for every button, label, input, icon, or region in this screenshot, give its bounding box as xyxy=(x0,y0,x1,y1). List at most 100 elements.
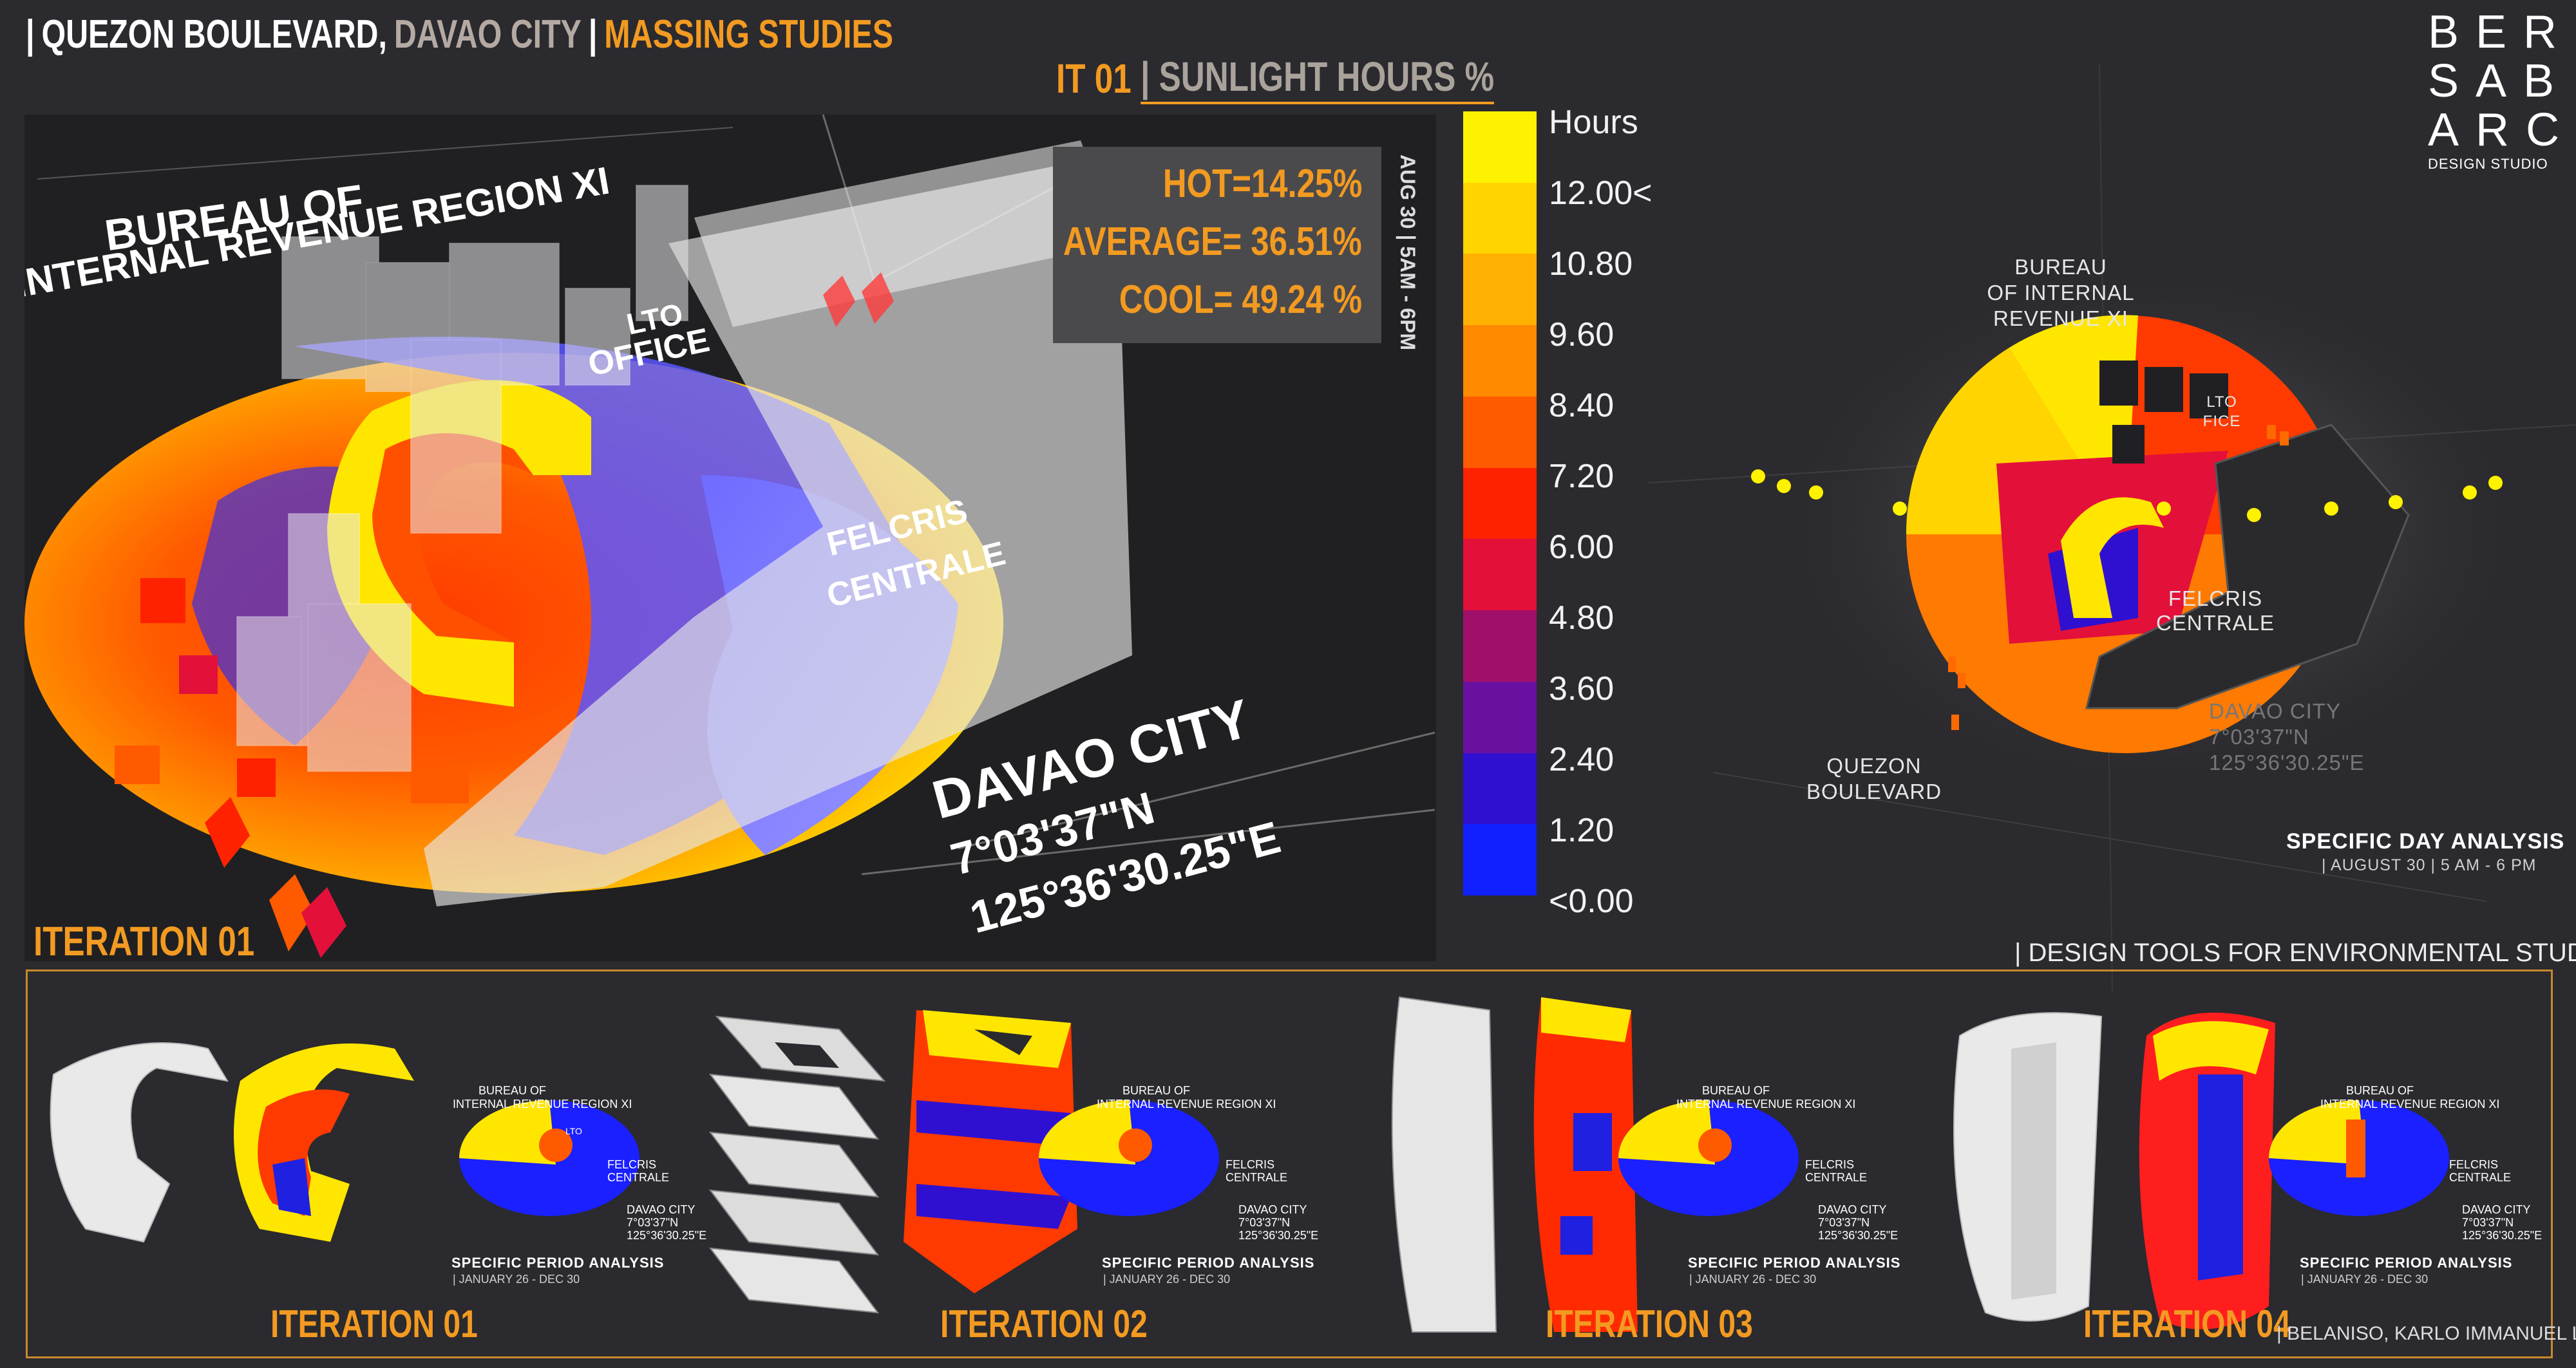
iteration-2-caption: SPECIFIC PERIOD ANALYSIS xyxy=(1102,1255,1315,1271)
legend-swatch-10 xyxy=(1463,824,1537,896)
iteration-3-caption: SPECIFIC PERIOD ANALYSIS xyxy=(1688,1255,1901,1271)
iterations-strip: BUREAU OF INTERNAL REVENUE REGION XI LTO… xyxy=(26,970,2553,1358)
legend-label-5: 6.00 xyxy=(1549,529,1615,566)
iteration-4-sub: | JANUARY 26 - DEC 30 xyxy=(2301,1273,2429,1286)
overview-label-bir-2: OF INTERNAL REVENUE XI xyxy=(1987,281,2135,330)
mini-label-lat-2: 7°03'37"N xyxy=(1238,1216,1291,1229)
legend-swatch-7 xyxy=(1463,610,1537,682)
mini-label-city-1: DAVAO CITY xyxy=(627,1203,696,1216)
iteration-1-sub: | JANUARY 26 - DEC 30 xyxy=(453,1273,580,1286)
iteration-3-sub: | JANUARY 26 - DEC 30 xyxy=(1689,1273,1817,1286)
iterations-graphic xyxy=(50,996,2449,1333)
overview-label-bir: BUREAU xyxy=(2014,255,2107,279)
legend-swatch-5 xyxy=(1463,467,1537,539)
legend-label-2: 9.60 xyxy=(1549,316,1615,353)
mini-label-lon-4: 125°36'30.25"E xyxy=(2462,1229,2543,1242)
mini-label-felcris-1: FELCRIS xyxy=(607,1158,657,1171)
logo-row-3: ARC xyxy=(2428,104,2576,156)
overview-label-lon: 125°36'30.25"E xyxy=(2209,751,2365,774)
title-topic: MASSING STUDIES xyxy=(604,12,894,57)
iteration-2-sub: | JANUARY 26 - DEC 30 xyxy=(1103,1273,1231,1286)
specific-day-analysis-sub: | AUGUST 30 | 5 AM - 6 PM xyxy=(2322,856,2537,874)
logo-row-2: SAB xyxy=(2428,55,2571,107)
legend-label-3: 8.40 xyxy=(1549,387,1615,424)
mini-label-lto-1: LTO xyxy=(565,1126,582,1136)
overview-label-lat: 7°03'37"N xyxy=(2209,725,2309,749)
page-subtitle: IT 01 | SUNLIGHT HOURS % xyxy=(1056,53,1495,104)
iteration-1-title: ITERATION 01 xyxy=(270,1302,478,1345)
mini-label-lat-3: 7°03'37"N xyxy=(1818,1216,1870,1229)
mini-label-felcris-4: FELCRIS xyxy=(2449,1158,2499,1171)
stat-hot: HOT=14.25% xyxy=(1162,162,1362,206)
title-separator: | xyxy=(26,12,35,57)
mini-label-felcris2-3: CENTRALE xyxy=(1805,1171,1868,1184)
design-tools-label: | DESIGN TOOLS FOR ENVIRONMENTAL STUDIES xyxy=(2014,939,2576,967)
logo-row-1: BER xyxy=(2428,6,2574,58)
legend-labels: Hours 12.00< 10.80 9.60 8.40 7.20 6.00 4… xyxy=(1549,103,1716,933)
iteration-4-title: ITERATION 04 xyxy=(2083,1302,2291,1345)
mini-label-felcris2-2: CENTRALE xyxy=(1226,1171,1288,1184)
legend-swatch-0 xyxy=(1463,111,1537,183)
mini-label-lat-1: 7°03'37"N xyxy=(627,1216,679,1229)
iteration-2-title: ITERATION 02 xyxy=(940,1302,1148,1345)
page-title: | QUEZON BOULEVARD, DAVAO CITY | MASSING… xyxy=(26,5,893,63)
logo-caption: DESIGN STUDIO xyxy=(2428,156,2548,172)
mini-label-bir-1: BUREAU OF xyxy=(478,1084,547,1097)
legend-swatch-3 xyxy=(1463,325,1537,397)
legend-label-8: 2.40 xyxy=(1549,741,1615,778)
overview-label-quezon-2: BOULEVARD xyxy=(1806,780,1942,803)
mini-label-felcris-2: FELCRIS xyxy=(1226,1158,1275,1171)
date-range-text: AUG 30 | 5AM - 6PM xyxy=(1396,155,1419,351)
overview-map: BUREAU OF INTERNAL REVENUE XI LTO FICE F… xyxy=(1648,64,2576,992)
legend-label-0: 12.00< xyxy=(1549,174,1653,212)
mini-label-bir2-4: INTERNAL REVENUE REGION XI xyxy=(2320,1098,2500,1110)
site-render-graphic xyxy=(24,115,1435,958)
mini-label-lat-4: 7°03'37"N xyxy=(2462,1216,2514,1229)
title-location: QUEZON BOULEVARD, xyxy=(41,12,387,57)
overview-label-lto-2: FICE xyxy=(2202,413,2241,430)
legend-title: Hours xyxy=(1549,104,1638,141)
mini-label-felcris-3: FELCRIS xyxy=(1805,1158,1855,1171)
specific-day-analysis-title: SPECIFIC DAY ANALYSIS xyxy=(2286,829,2565,854)
mini-label-lon-3: 125°36'30.25"E xyxy=(1818,1229,1899,1242)
legend-swatch-8 xyxy=(1463,681,1537,753)
mini-label-lon-2: 125°36'30.25"E xyxy=(1238,1229,1319,1242)
legend-swatch-2 xyxy=(1463,254,1537,326)
legend-swatch-6 xyxy=(1463,539,1537,611)
subtitle-iteration: IT 01 xyxy=(1056,55,1132,102)
legend-color-bar xyxy=(1463,111,1537,896)
legend-swatch-9 xyxy=(1463,753,1537,825)
stat-average: AVERAGE= 36.51% xyxy=(1063,220,1362,264)
overview-label-quezon: QUEZON xyxy=(1826,754,1922,778)
author-credit: | BELANISO, KARLO IMMANUEL L. xyxy=(2277,1323,2576,1344)
mini-label-lon-1: 125°36'30.25"E xyxy=(627,1229,707,1242)
overview-label-city: DAVAO CITY xyxy=(2209,699,2341,723)
overview-graphic xyxy=(1648,64,2576,992)
iteration-4-caption: SPECIFIC PERIOD ANALYSIS xyxy=(2300,1255,2513,1271)
mini-label-bir-3: BUREAU OF xyxy=(1702,1084,1770,1097)
date-range-vertical: AUG 30 | 5AM - 6PM xyxy=(1385,148,1430,350)
mini-label-bir2-2: INTERNAL REVENUE REGION XI xyxy=(1097,1098,1276,1110)
title-separator-2: | xyxy=(588,12,598,57)
mini-label-city-3: DAVAO CITY xyxy=(1818,1203,1887,1216)
overview-label-felcris: FELCRIS xyxy=(2168,586,2263,610)
mini-label-city-4: DAVAO CITY xyxy=(2462,1203,2531,1216)
mini-label-felcris2-1: CENTRALE xyxy=(607,1171,670,1184)
overview-label-felcris-2: CENTRALE xyxy=(2155,611,2275,635)
mini-label-bir-2: BUREAU OF xyxy=(1122,1084,1191,1097)
legend-swatch-4 xyxy=(1463,396,1537,468)
title-city: DAVAO CITY xyxy=(393,12,582,57)
legend-label-4: 7.20 xyxy=(1549,458,1615,495)
iteration-main-label: ITERATION 01 xyxy=(33,918,255,964)
mini-label-felcris2-4: CENTRALE xyxy=(2449,1171,2512,1184)
subtitle-metric: | SUNLIGHT HOURS % xyxy=(1141,53,1495,104)
legend-swatch-1 xyxy=(1463,182,1537,254)
mini-label-bir-4: BUREAU OF xyxy=(2346,1084,2414,1097)
mini-label-bir2-3: INTERNAL REVENUE REGION XI xyxy=(1676,1098,1856,1110)
legend-label-6: 4.80 xyxy=(1549,599,1615,637)
studio-logo: BER SAB ARC DESIGN STUDIO xyxy=(2428,8,2563,173)
overview-label-lto: LTO xyxy=(2206,393,2237,411)
stat-cool: COOL= 49.24 % xyxy=(1119,277,1362,322)
stats-box: HOT=14.25% AVERAGE= 36.51% COOL= 49.24 % xyxy=(1053,147,1381,343)
mini-label-bir2-1: INTERNAL REVENUE REGION XI xyxy=(453,1098,632,1110)
